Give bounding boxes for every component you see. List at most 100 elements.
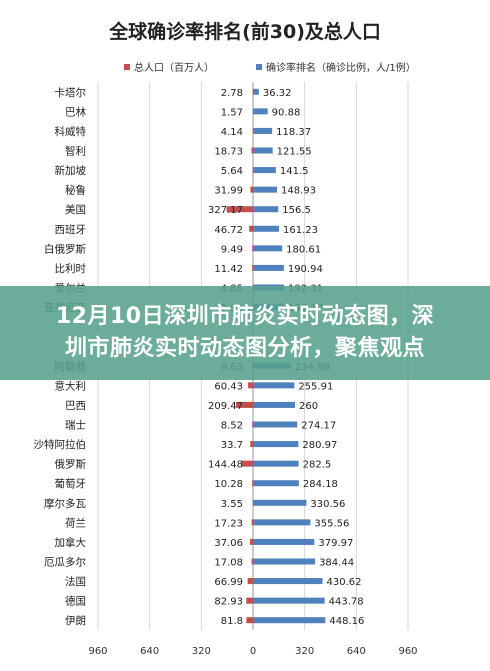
- data-label-rate: 443.78: [329, 597, 364, 608]
- category-label: 巴林: [65, 105, 86, 118]
- category-label: 卡塔尔: [55, 86, 87, 99]
- data-label-rate: 282.5: [303, 460, 332, 471]
- data-label-rate: 260: [299, 401, 318, 412]
- bar-rate: [253, 421, 298, 428]
- data-label-population: 82.93: [214, 597, 243, 608]
- legend-swatch-rate: [256, 64, 262, 70]
- category-label: 沙特阿拉伯: [34, 438, 87, 451]
- data-label-population: 5.64: [221, 166, 243, 177]
- category-label: 秘鲁: [65, 184, 86, 197]
- category-label: 德国: [65, 595, 86, 608]
- category-label: 智利: [65, 145, 86, 158]
- data-label-rate: 90.88: [272, 107, 301, 118]
- data-label-rate: 121.55: [277, 147, 312, 158]
- x-tick-label: 320: [192, 646, 211, 657]
- data-label-population: 31.99: [214, 186, 243, 197]
- x-tick-label: 960: [88, 646, 107, 657]
- data-label-population: 46.72: [214, 225, 243, 236]
- data-label-rate: 384.44: [319, 558, 354, 569]
- x-tick-label: 640: [140, 646, 159, 657]
- bar-rate: [253, 127, 273, 134]
- bar-rate: [253, 108, 268, 115]
- data-label-rate: 355.56: [314, 518, 349, 529]
- x-tick-label: 640: [347, 646, 366, 657]
- bar-rate: [253, 499, 307, 506]
- bar-rate: [253, 558, 316, 565]
- data-label-population: 4.14: [221, 127, 243, 138]
- data-label-population: 144.48: [208, 460, 243, 471]
- bar-population: [251, 147, 253, 154]
- data-label-rate: 448.16: [329, 616, 364, 627]
- category-label: 科威特: [55, 125, 87, 138]
- bar-population: [246, 617, 253, 624]
- x-tick-label: 0: [250, 646, 256, 657]
- bar-population: [236, 401, 253, 408]
- bar-population: [250, 441, 253, 448]
- legend-swatch-population: [124, 64, 130, 70]
- category-label: 法国: [65, 575, 86, 588]
- data-label-population: 209.47: [208, 401, 243, 412]
- data-label-rate: 141.5: [280, 166, 309, 177]
- x-tick-label: 320: [295, 646, 314, 657]
- bar-population: [247, 578, 253, 585]
- bar-population: [252, 421, 253, 428]
- overlay-line-2: 圳市肺炎实时动态图分析，聚焦观点: [64, 336, 425, 361]
- category-label: 瑞士: [65, 419, 86, 432]
- bar-population: [246, 597, 253, 604]
- data-label-rate: 36.32: [263, 88, 292, 99]
- category-label: 比利时: [55, 262, 87, 275]
- category-label: 加拿大: [55, 536, 87, 549]
- bar-rate: [253, 186, 278, 193]
- data-label-rate: 161.23: [283, 225, 318, 236]
- category-label: 荷兰: [65, 516, 86, 529]
- legend-label-rate: 确诊率排名（确诊比例，人/1例）: [266, 61, 416, 74]
- data-label-population: 11.42: [214, 264, 243, 275]
- bar-population: [249, 225, 253, 232]
- data-label-population: 18.73: [214, 147, 243, 158]
- data-label-rate: 148.93: [281, 186, 316, 197]
- data-label-population: 3.55: [221, 499, 243, 510]
- category-label: 意大利: [55, 379, 87, 392]
- data-label-rate: 180.61: [286, 244, 321, 255]
- bar-rate: [253, 538, 315, 545]
- bar-rate: [253, 519, 311, 526]
- data-label-rate: 330.56: [310, 499, 345, 510]
- data-label-rate: 118.37: [276, 127, 311, 138]
- chart-title: 全球确诊率排名(前30)及总人口: [108, 20, 381, 43]
- data-label-population: 2.78: [221, 88, 243, 99]
- bar-rate: [253, 245, 283, 252]
- x-tick-label: 960: [398, 646, 417, 657]
- bar-rate: [253, 617, 326, 624]
- data-label-rate: 274.17: [301, 421, 336, 432]
- data-label-population: 17.23: [214, 518, 243, 529]
- category-label: 新加坡: [55, 164, 87, 177]
- bar-rate: [253, 264, 284, 271]
- bar-rate: [253, 441, 299, 448]
- bar-population: [241, 460, 253, 467]
- category-label: 葡萄牙: [55, 477, 87, 490]
- data-label-rate: 255.91: [298, 381, 333, 392]
- bar-population: [252, 480, 253, 487]
- bar-rate: [253, 578, 323, 585]
- overlay-banner: 12月10日深圳市肺炎实时动态图，深 圳市肺炎实时动态图分析，聚焦观点: [0, 286, 490, 380]
- bar-population: [250, 186, 253, 193]
- data-label-population: 17.08: [214, 558, 243, 569]
- bar-rate: [253, 88, 259, 95]
- bar-population: [248, 382, 253, 389]
- data-label-population: 66.99: [214, 577, 243, 588]
- category-label: 俄罗斯: [55, 458, 87, 471]
- bar-rate: [253, 597, 325, 604]
- bar-rate: [253, 401, 295, 408]
- overlay-line-1: 12月10日深圳市肺炎实时动态图，深: [55, 304, 435, 329]
- bar-rate: [253, 167, 276, 174]
- bar-population: [250, 538, 253, 545]
- bar-rate: [253, 480, 299, 487]
- bar-population: [251, 558, 253, 565]
- data-label-population: 33.7: [221, 440, 243, 451]
- data-label-population: 327.17: [208, 205, 243, 216]
- bar-rate: [253, 460, 299, 467]
- category-label: 伊朗: [65, 615, 86, 627]
- bar-population: [251, 519, 253, 526]
